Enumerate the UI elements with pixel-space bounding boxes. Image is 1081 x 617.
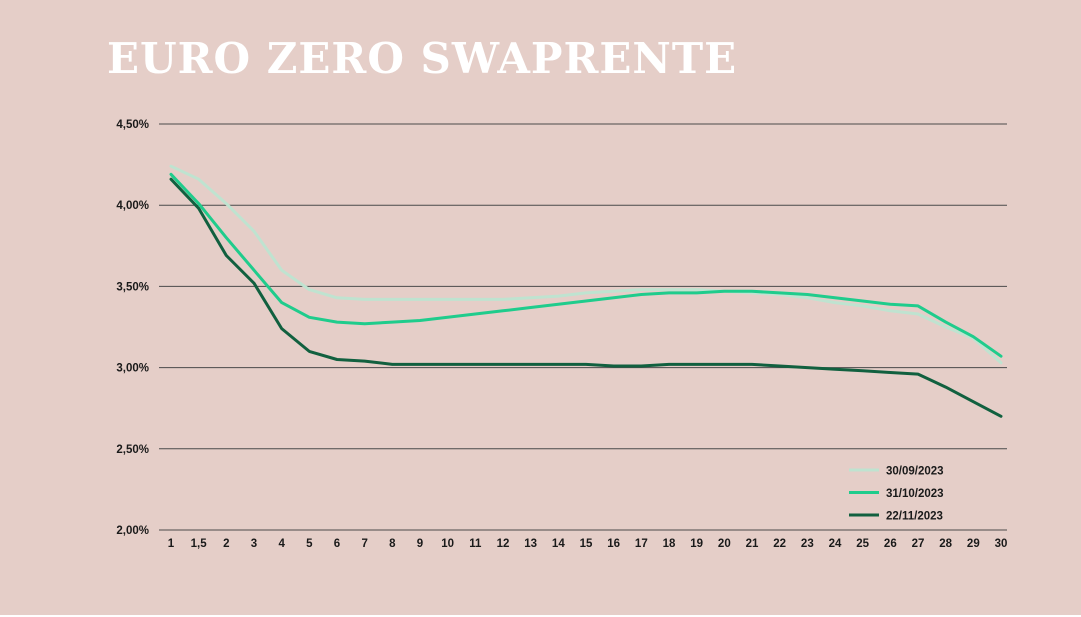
x-axis: 1 1,5 2 3 4 5 6 7 8 9 10 11 12 13 14 15 16 17 18 19 20 21 22 23… xyxy=(168,538,1008,550)
y-tick-label: 4,00% xyxy=(116,200,149,212)
x-tick-label: 26 xyxy=(884,538,897,550)
y-axis: 2,00% 2,50% 3,00% 3,50% 4,00% 4,50% xyxy=(116,119,149,537)
x-tick-label: 5 xyxy=(306,538,313,550)
x-tick-label: 9 xyxy=(417,538,423,550)
x-tick-label: 15 xyxy=(580,538,593,550)
y-tick-label: 3,50% xyxy=(116,281,149,293)
x-tick-label: 19 xyxy=(690,538,703,550)
x-tick-label: 21 xyxy=(746,538,759,550)
x-tick-label: 6 xyxy=(334,538,340,550)
legend: 30/09/2023 31/10/2023 22/11/2023 xyxy=(849,466,944,523)
x-tick-label: 30 xyxy=(995,538,1008,550)
grid xyxy=(159,123,1007,531)
x-tick-label: 20 xyxy=(718,538,731,550)
legend-label: 30/09/2023 xyxy=(886,466,944,478)
series-lines xyxy=(169,164,1003,418)
x-tick-label: 16 xyxy=(607,538,620,550)
x-tick-label: 10 xyxy=(441,538,454,550)
x-tick-label: 29 xyxy=(967,538,980,550)
series-line-3 xyxy=(169,177,1003,418)
legend-label: 22/11/2023 xyxy=(886,511,943,523)
x-tick-label: 8 xyxy=(389,538,396,550)
x-tick-label: 14 xyxy=(552,538,565,550)
series-line-2 xyxy=(169,172,1003,358)
y-tick-label: 2,00% xyxy=(116,525,149,537)
chart-title: EURO ZERO SWAPRENTE xyxy=(107,34,738,83)
x-tick-label: 3 xyxy=(251,538,257,550)
x-tick-label: 27 xyxy=(912,538,925,550)
x-tick-label: 28 xyxy=(939,538,952,550)
x-tick-label: 22 xyxy=(773,538,786,550)
y-tick-label: 2,50% xyxy=(116,444,149,456)
x-tick-label: 11 xyxy=(469,538,482,550)
x-tick-label: 13 xyxy=(524,538,537,550)
x-tick-label: 24 xyxy=(829,538,842,550)
x-tick-label: 2 xyxy=(223,538,229,550)
x-tick-label: 12 xyxy=(497,538,510,550)
x-tick-label: 1 xyxy=(168,538,175,550)
series-line-1 xyxy=(169,164,1003,365)
x-tick-label: 23 xyxy=(801,538,814,550)
legend-label: 31/10/2023 xyxy=(886,488,944,500)
x-tick-label: 1,5 xyxy=(191,538,208,550)
x-tick-label: 18 xyxy=(663,538,676,550)
x-tick-label: 17 xyxy=(635,538,648,550)
y-tick-label: 3,00% xyxy=(116,363,149,375)
y-tick-label: 4,50% xyxy=(116,119,149,131)
x-tick-label: 25 xyxy=(856,538,869,550)
x-tick-label: 7 xyxy=(361,538,367,550)
x-tick-label: 4 xyxy=(278,538,285,550)
